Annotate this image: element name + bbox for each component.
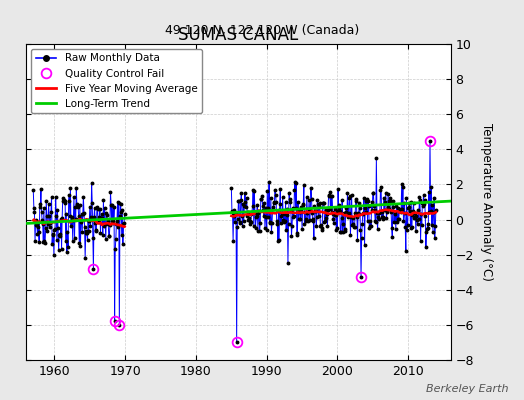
Text: Berkeley Earth: Berkeley Earth (426, 384, 508, 394)
Legend: Raw Monthly Data, Quality Control Fail, Five Year Moving Average, Long-Term Tren: Raw Monthly Data, Quality Control Fail, … (31, 49, 202, 113)
Text: 49.120 N, 122.120 W (Canada): 49.120 N, 122.120 W (Canada) (165, 24, 359, 37)
Title: SUMAS CANAL: SUMAS CANAL (178, 26, 299, 44)
Y-axis label: Temperature Anomaly (°C): Temperature Anomaly (°C) (481, 123, 494, 281)
